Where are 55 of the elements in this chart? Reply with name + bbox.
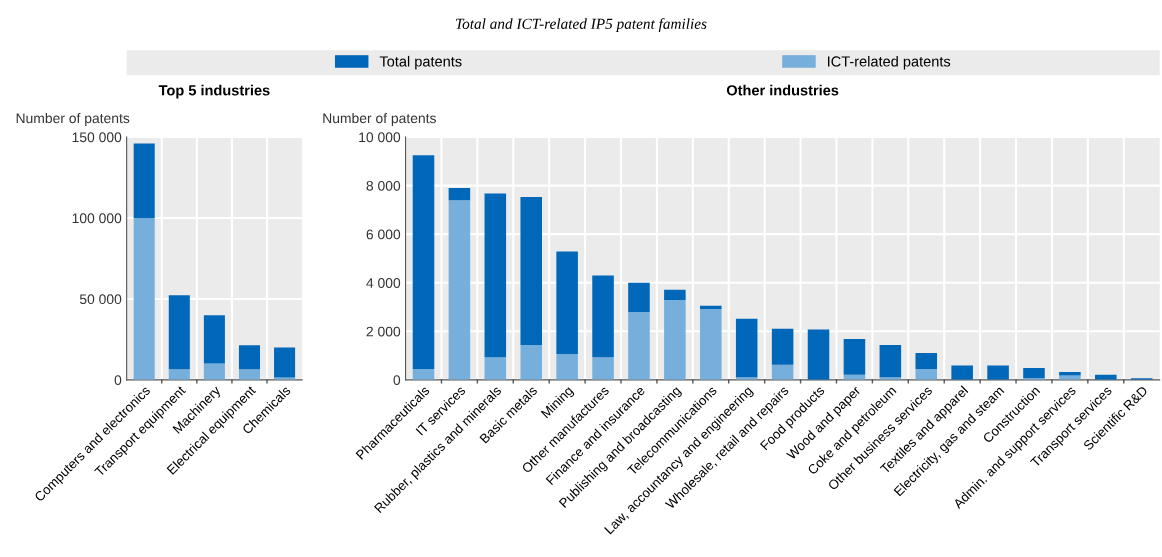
bar [987, 365, 1009, 380]
bar [700, 308, 722, 380]
bar [628, 282, 650, 313]
y-tick-label: 150 000 [72, 132, 122, 143]
bar [915, 352, 938, 369]
bar [556, 251, 578, 354]
bar [168, 369, 190, 380]
bar [520, 344, 542, 380]
bar [274, 347, 296, 378]
chart-title: Top 5 industries [158, 84, 270, 99]
y-tick-label: 6 000 [366, 229, 401, 240]
bar [664, 289, 686, 300]
bar [556, 353, 578, 380]
bar [238, 369, 261, 380]
y-tick-label: 50 000 [79, 294, 122, 305]
bar [700, 305, 722, 309]
bar [448, 188, 471, 201]
bar [592, 357, 614, 380]
y-tick-label: 0 [114, 375, 122, 386]
bar [592, 275, 614, 358]
bar [735, 318, 758, 378]
bar [484, 193, 507, 358]
y-axis-title: Number of patents [323, 112, 436, 126]
bar [664, 299, 686, 380]
y-tick-label: 4 000 [366, 278, 401, 288]
bar [1023, 367, 1045, 379]
bar [168, 295, 190, 370]
bar [771, 364, 794, 380]
bar [951, 365, 973, 380]
bar [915, 368, 938, 380]
y-tick-label: 2 000 [366, 326, 401, 337]
bar [133, 143, 155, 218]
bar [771, 328, 794, 365]
y-axis-title: Number of patents [16, 112, 130, 126]
bar [484, 357, 507, 380]
bar [203, 363, 225, 380]
bar [238, 345, 261, 370]
y-tick-label: 0 [393, 375, 401, 386]
bar [448, 200, 471, 380]
bar [843, 339, 866, 375]
legend-label: ICT-related patents [828, 55, 951, 70]
bar [807, 329, 830, 380]
bar [628, 312, 650, 380]
bar [203, 315, 225, 364]
bar [1059, 372, 1081, 376]
bar [879, 344, 902, 378]
y-tick-label: 10 000 [359, 132, 401, 143]
bar [412, 155, 435, 369]
y-tick-label: 100 000 [72, 213, 122, 224]
bar [520, 197, 542, 345]
text: Total and ICT-related IP5 patent families [456, 18, 707, 33]
chart-title: Other industries [726, 84, 839, 96]
bar [133, 217, 155, 380]
legend-label: Total patents [379, 55, 462, 70]
y-tick-label: 8 000 [366, 180, 401, 191]
